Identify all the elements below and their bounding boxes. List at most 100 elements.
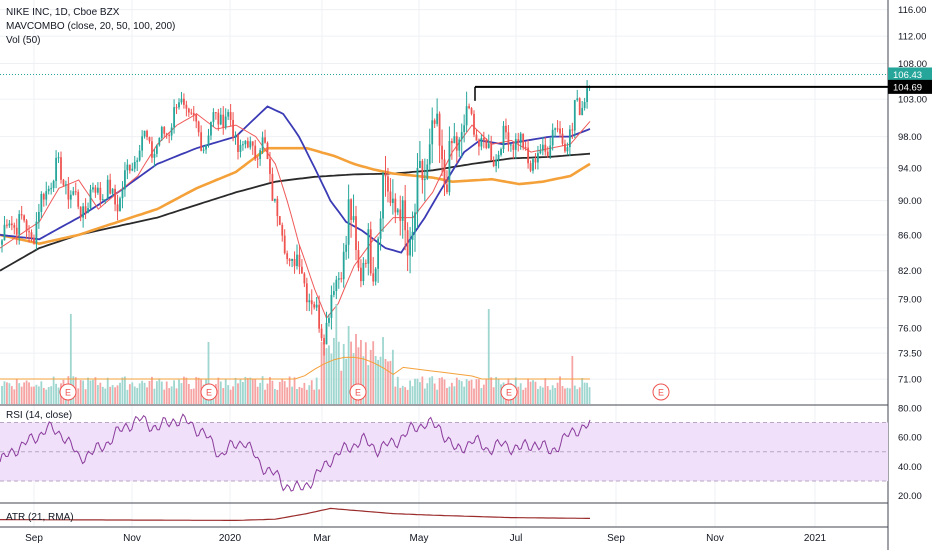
- candle-body[interactable]: [111, 188, 114, 194]
- candle-body[interactable]: [578, 98, 581, 116]
- candle-body[interactable]: [119, 198, 121, 212]
- candle-body[interactable]: [239, 144, 242, 152]
- candle-body[interactable]: [60, 157, 62, 180]
- candle-body[interactable]: [517, 139, 520, 143]
- earnings-marker[interactable]: [59, 383, 77, 401]
- candle-body[interactable]: [207, 135, 210, 145]
- legend-volume[interactable]: Vol (50): [6, 35, 41, 46]
- candle-body[interactable]: [301, 266, 303, 274]
- candle-body[interactable]: [458, 139, 461, 151]
- candle-body[interactable]: [384, 173, 387, 177]
- candle-body[interactable]: [278, 216, 281, 225]
- candle-body[interactable]: [482, 137, 485, 141]
- candle-body[interactable]: [303, 273, 306, 284]
- candle-body[interactable]: [153, 153, 156, 158]
- candle-body[interactable]: [288, 259, 291, 261]
- candle-body[interactable]: [357, 249, 360, 268]
- candle-body[interactable]: [45, 191, 48, 200]
- candle-body[interactable]: [566, 147, 569, 152]
- candle-body[interactable]: [160, 127, 163, 138]
- candle-body[interactable]: [389, 191, 392, 203]
- candle-body[interactable]: [104, 199, 107, 201]
- candle-body[interactable]: [131, 168, 134, 171]
- candle-body[interactable]: [296, 254, 298, 267]
- candle-body[interactable]: [428, 144, 431, 165]
- candle-body[interactable]: [283, 235, 286, 254]
- candle-body[interactable]: [168, 134, 171, 136]
- candle-body[interactable]: [568, 129, 571, 148]
- candle-body[interactable]: [15, 227, 18, 235]
- candle-body[interactable]: [185, 104, 188, 109]
- candle-body[interactable]: [318, 304, 321, 329]
- candle-body[interactable]: [219, 114, 222, 125]
- earnings-marker[interactable]: [349, 383, 367, 401]
- candle-body[interactable]: [141, 136, 144, 151]
- candle-body[interactable]: [232, 119, 234, 138]
- candle-body[interactable]: [487, 143, 490, 148]
- candle-body[interactable]: [463, 125, 466, 133]
- candle-body[interactable]: [586, 88, 588, 103]
- candlesticks[interactable]: [1, 80, 591, 356]
- candle-body[interactable]: [416, 168, 419, 213]
- candle-body[interactable]: [136, 160, 139, 162]
- legend-rsi[interactable]: RSI (14, close): [6, 410, 73, 421]
- candle-body[interactable]: [571, 129, 574, 131]
- candle-body[interactable]: [522, 133, 525, 147]
- candle-body[interactable]: [423, 178, 426, 181]
- candle-body[interactable]: [323, 338, 325, 345]
- candle-body[interactable]: [146, 130, 148, 138]
- candle-body[interactable]: [20, 214, 23, 216]
- candle-body[interactable]: [175, 107, 178, 109]
- candle-body[interactable]: [549, 145, 552, 157]
- candle-body[interactable]: [379, 218, 382, 239]
- candle-body[interactable]: [337, 278, 340, 280]
- candle-body[interactable]: [576, 98, 579, 101]
- candle-body[interactable]: [554, 128, 557, 130]
- candle-body[interactable]: [443, 159, 446, 185]
- candle-body[interactable]: [234, 134, 237, 138]
- candle-body[interactable]: [202, 149, 205, 151]
- candle-body[interactable]: [229, 112, 232, 120]
- candle-body[interactable]: [382, 173, 384, 219]
- candle-body[interactable]: [401, 200, 404, 221]
- candle-body[interactable]: [33, 237, 35, 244]
- candle-body[interactable]: [355, 216, 357, 250]
- candle-body[interactable]: [519, 133, 522, 143]
- candle-body[interactable]: [529, 163, 532, 171]
- earnings-marker[interactable]: [652, 383, 670, 401]
- candle-body[interactable]: [266, 142, 269, 160]
- candle-body[interactable]: [57, 157, 60, 159]
- candle-body[interactable]: [308, 300, 311, 303]
- candle-body[interactable]: [133, 161, 136, 169]
- candle-body[interactable]: [224, 116, 227, 128]
- candle-body[interactable]: [387, 176, 389, 192]
- candle-body[interactable]: [347, 199, 350, 245]
- candle-body[interactable]: [495, 159, 498, 167]
- candle-body[interactable]: [227, 112, 230, 117]
- candle-body[interactable]: [419, 160, 421, 169]
- candle-body[interactable]: [148, 137, 151, 142]
- candle-body[interactable]: [30, 232, 33, 238]
- candle-body[interactable]: [315, 304, 318, 308]
- candle-body[interactable]: [261, 137, 264, 151]
- candle-body[interactable]: [212, 112, 215, 122]
- candle-body[interactable]: [276, 198, 279, 217]
- candle-body[interactable]: [143, 130, 146, 137]
- candle-body[interactable]: [264, 137, 266, 143]
- candle-body[interactable]: [114, 188, 116, 205]
- candle-body[interactable]: [573, 100, 576, 131]
- candle-body[interactable]: [190, 112, 193, 114]
- candle-body[interactable]: [99, 187, 102, 200]
- legend-symbol[interactable]: NIKE INC, 1D, Cboe BZX: [6, 7, 120, 18]
- candle-body[interactable]: [151, 141, 153, 158]
- candle-body[interactable]: [478, 140, 480, 147]
- candle-body[interactable]: [534, 159, 537, 163]
- candle-body[interactable]: [3, 224, 6, 241]
- candle-body[interactable]: [298, 254, 301, 267]
- candle-body[interactable]: [47, 188, 50, 192]
- candle-body[interactable]: [242, 144, 244, 146]
- candle-body[interactable]: [455, 136, 458, 151]
- candle-body[interactable]: [325, 322, 328, 345]
- candle-body[interactable]: [210, 121, 212, 136]
